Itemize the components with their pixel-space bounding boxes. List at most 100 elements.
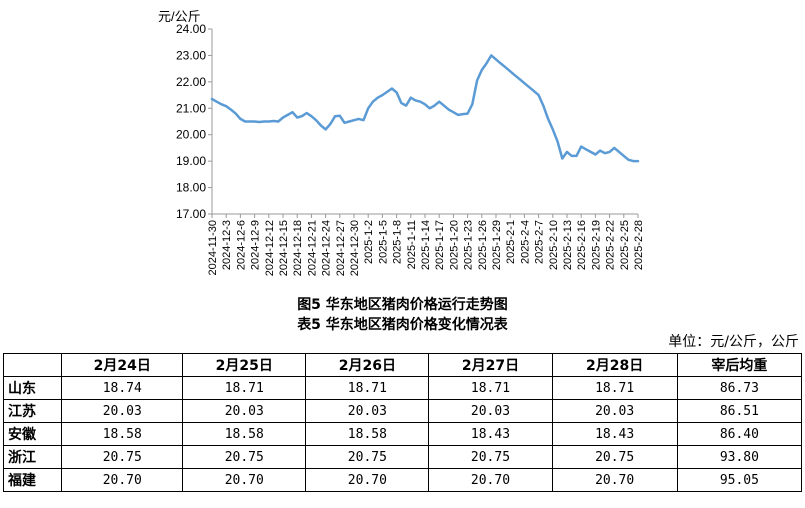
data-point [396,91,398,94]
x-tick-label: 2025-2-19 [590,220,602,270]
price-cell: 20.75 [305,445,430,469]
data-point [353,119,355,121]
weight-cell: 86.51 [676,399,803,423]
data-point [325,128,327,131]
price-cell: 20.70 [305,468,430,492]
x-tick-label: 2025-1-26 [477,220,489,270]
x-tick-label: 2025-2-13 [562,220,574,270]
data-point [533,90,535,92]
data-point [495,58,497,60]
data-point [514,74,516,76]
x-tick-label: 2025-1-2 [363,220,375,264]
x-axis: 2024-11-30 2024-12-3 2024-12-6 2024-12-9 202… [207,213,645,276]
data-point [476,79,478,82]
table-row: 福建 20.70 20.70 20.70 20.70 20.70 95.05 [2,468,803,492]
data-point [320,124,322,127]
data-point [580,146,582,148]
data-point [358,118,360,120]
price-cell: 18.43 [551,422,678,446]
data-point [561,157,563,160]
data-point [552,128,554,131]
data-point [637,160,639,162]
x-tick-label: 2024-12-12 [264,220,276,276]
data-point [225,105,227,107]
data-point [282,116,284,119]
price-cell: 20.70 [61,468,184,492]
x-tick-label: 2025-1-20 [448,220,460,270]
y-tick-label: 18.00 [176,181,206,195]
table-row: 浙江 20.75 20.75 20.75 20.75 20.75 93.80 [2,445,803,469]
data-point [296,116,298,119]
unit-note: 单位：元/公斤，公斤 [668,334,799,350]
data-point [594,153,597,156]
data-point [613,147,615,149]
data-point [462,113,464,115]
province-cell: 江苏 [2,399,63,423]
y-axis: 17.00 18.00 19.00 20.00 21.00 22.00 23.00 24.00 [176,22,213,221]
data-point [386,91,388,93]
y-axis-unit-label: 元/公斤 [158,9,201,24]
price-cell: 20.70 [428,468,553,492]
data-point [339,115,341,117]
data-point [254,120,256,123]
x-tick-label: 2024-12-27 [335,220,347,276]
data-point [547,118,549,120]
data-point [306,112,308,114]
data-point [381,94,383,96]
price-cell: 20.70 [182,468,307,492]
data-point [362,119,365,121]
y-tick-label: 23.00 [176,48,206,62]
x-tick-label: 2025-1-11 [406,220,418,269]
data-point [604,152,606,154]
province-cell: 浙江 [2,445,63,469]
data-point [230,109,232,111]
x-tick-label: 2025-2-22 [605,220,617,270]
x-tick-label: 2025-2-10 [548,220,560,270]
x-tick-label: 2025-2-25 [619,220,631,270]
x-tick-label: 2024-12-21 [306,220,318,276]
data-point [623,155,625,157]
data-point [235,112,237,115]
table-header-cell: 宰后均重 [676,353,803,377]
data-point [249,120,251,123]
weight-cell: 86.73 [676,376,803,400]
data-point [523,82,526,84]
x-tick-label: 2024-12-3 [221,220,233,270]
x-tick-label: 2024-12-24 [321,220,333,276]
data-point [556,140,559,142]
table-header-row: 2月24日 2月25日 2月26日 2月27日 2月28日 宰后均重 [2,353,803,377]
data-point [452,111,454,113]
price-cell: 20.03 [182,399,307,423]
data-point [566,151,568,153]
data-point [287,114,289,116]
price-line [210,54,640,163]
table-caption: 表5 华东地区猪肉价格变化情况表 [297,317,508,333]
price-cell: 20.75 [182,445,307,469]
x-tick-label: 2025-1-14 [420,220,432,270]
price-cell: 20.03 [428,399,553,423]
table-header-cell: 2月26日 [305,353,430,377]
data-point [258,121,260,123]
data-point [216,101,218,103]
data-point [372,101,374,103]
data-point [490,54,492,57]
y-tick-label: 21.00 [176,101,206,115]
data-point [618,151,620,153]
x-tick-label: 2024-12-30 [349,220,361,276]
data-point [585,148,587,150]
x-tick-label: 2025-1-8 [392,220,404,264]
y-tick-label: 22.00 [176,75,206,89]
data-point [315,119,317,121]
x-tick-label: 2025-2-1 [505,220,517,264]
weight-cell: 93.80 [676,445,803,469]
price-cell: 18.74 [61,376,184,400]
price-cell: 20.70 [551,468,678,492]
data-point [571,155,573,157]
price-series [210,54,640,163]
data-point [367,107,369,109]
x-tick-label: 2025-1-23 [463,220,475,270]
price-trend-chart: 元/公斤 17.00 18.00 19.00 20.00 21.00 22.00 23.00… [158,9,645,276]
data-point [277,120,279,123]
data-point [329,123,331,125]
data-point [481,69,483,71]
